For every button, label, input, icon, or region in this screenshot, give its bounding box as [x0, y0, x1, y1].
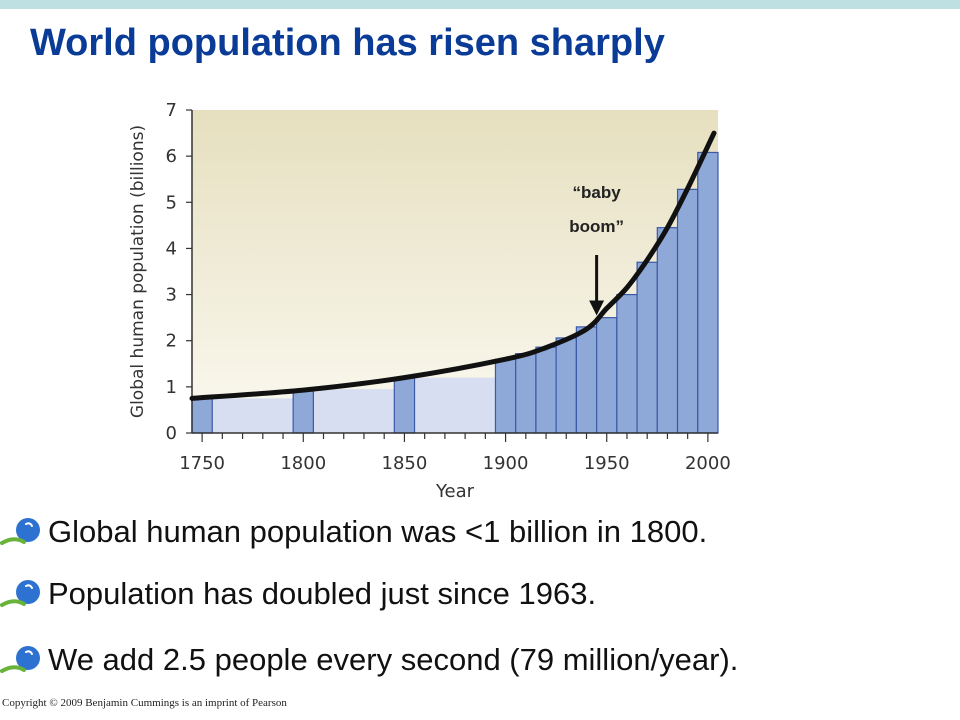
- bar: [535, 346, 557, 434]
- slide-title: World population has risen sharply: [30, 22, 665, 64]
- top-band: [0, 0, 960, 9]
- y-tick-label: 2: [166, 331, 177, 352]
- bar-lane: [313, 389, 395, 433]
- y-tick-label: 0: [166, 423, 177, 444]
- y-tick-label: 3: [166, 285, 177, 306]
- y-tick-label: 6: [166, 146, 177, 167]
- y-tick-labels: 0 1 2 3 4 5 6 7: [166, 100, 177, 444]
- bar: [575, 326, 598, 434]
- bullet-icon: [0, 518, 40, 545]
- bar-lane: [212, 398, 294, 433]
- bullet-text: We add 2.5 people every second (79 milli…: [48, 642, 739, 677]
- bar: [393, 377, 416, 434]
- bullet-icon: [0, 580, 40, 607]
- bullet-item: Population has doubled just since 1963.: [0, 574, 960, 624]
- y-tick-label: 5: [166, 192, 177, 213]
- bar: [515, 353, 537, 434]
- x-tick-label: 2000: [685, 453, 731, 474]
- x-tick-label: 1750: [179, 453, 225, 474]
- bullet-icon: [0, 646, 40, 673]
- x-axis-label: Year: [435, 481, 475, 502]
- copyright-notice: Copyright © 2009 Benjamin Cummings is an…: [2, 697, 287, 709]
- bar-lane: [414, 377, 496, 433]
- x-tick-labels: 1750 1800 1850 1900 1950 2000: [179, 453, 731, 474]
- x-tick-label: 1850: [382, 453, 428, 474]
- bar: [292, 388, 314, 434]
- bar: [191, 397, 213, 434]
- y-axis-label: Global human population (billions): [128, 125, 148, 418]
- y-tick-label: 7: [166, 100, 177, 121]
- bar: [656, 227, 679, 434]
- bar-lanes: [212, 377, 496, 433]
- annotation-line-1: “baby: [573, 183, 622, 202]
- x-tick-label: 1900: [483, 453, 529, 474]
- axes: [186, 109, 718, 442]
- bar: [636, 261, 658, 434]
- bullet-item: We add 2.5 people every second (79 milli…: [0, 640, 960, 690]
- annotation-line-2: boom”: [569, 217, 624, 236]
- bar: [596, 317, 618, 434]
- bullet-item: Global human population was <1 billion i…: [0, 512, 960, 562]
- x-tick-label: 1800: [280, 453, 326, 474]
- y-tick-label: 1: [166, 377, 177, 398]
- bar: [555, 337, 577, 434]
- bar: [676, 188, 699, 434]
- y-tick-label: 4: [166, 238, 177, 259]
- bullet-text: Global human population was <1 billion i…: [48, 514, 708, 549]
- bar: [494, 358, 517, 434]
- baby-boom-annotation: “baby boom”: [569, 183, 624, 316]
- bar: [616, 293, 638, 434]
- x-tick-label: 1950: [584, 453, 630, 474]
- population-curve: [189, 130, 717, 401]
- bar: [697, 151, 719, 434]
- bars: [191, 151, 719, 434]
- bullet-text: Population has doubled just since 1963.: [48, 576, 597, 611]
